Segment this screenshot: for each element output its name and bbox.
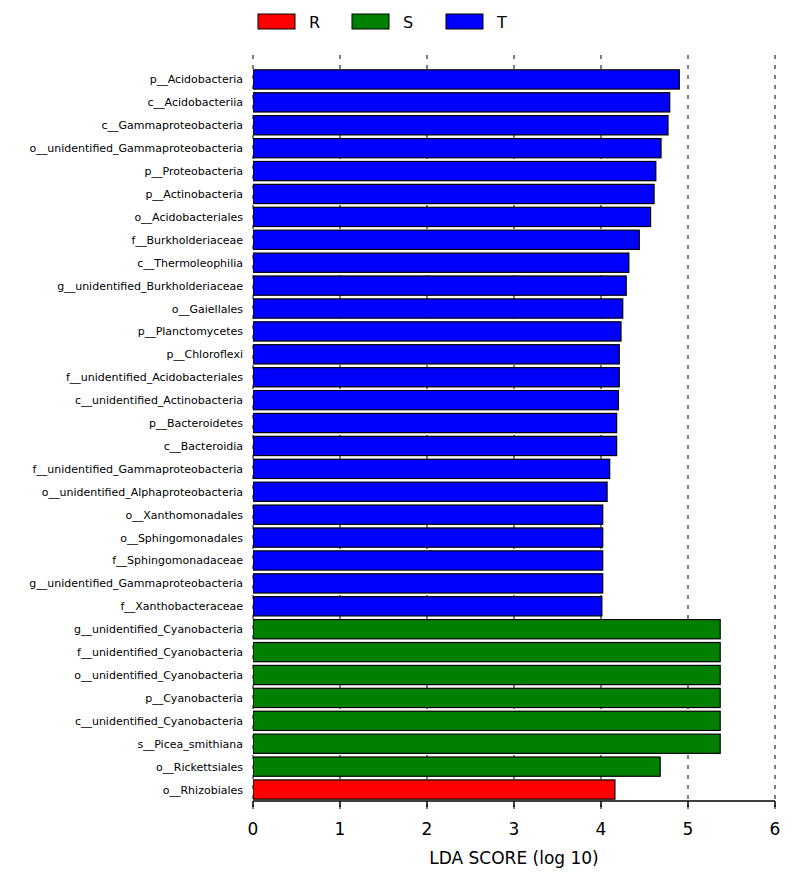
category-label: o__Sphingomonadales <box>120 532 243 545</box>
axis-title: LDA SCORE (log 10) <box>429 848 599 868</box>
legend-label: T <box>496 13 507 32</box>
bar <box>253 70 679 89</box>
category-label: c__Bacteroidia <box>164 440 243 453</box>
bar <box>253 482 607 501</box>
category-label: o__unidentified_Cyanobacteria <box>74 669 243 682</box>
category-label: f__Sphingomonadaceae <box>112 554 243 567</box>
category-label: f__Xanthobacteraceae <box>120 600 243 613</box>
tick <box>426 801 428 807</box>
category-label: c__unidentified_Actinobacteria <box>75 394 243 407</box>
bar <box>253 642 720 661</box>
category-label: g__unidentified_Cyanobacteria <box>74 623 243 636</box>
category-label: s__Picea_smithiana <box>137 738 243 751</box>
bar <box>253 345 619 364</box>
bar <box>253 161 656 180</box>
bar <box>253 230 639 249</box>
bar <box>253 139 661 158</box>
bar <box>253 436 617 455</box>
category-label: o__Acidobacteriales <box>134 211 243 224</box>
bar <box>253 276 626 295</box>
bar <box>253 780 615 799</box>
tick-label: 1 <box>335 819 346 839</box>
bar <box>253 620 720 639</box>
bar <box>253 391 618 410</box>
tick <box>600 801 602 807</box>
chart: p__Acidobacteria c__Acidobacteriia c__Gamm… <box>0 0 812 875</box>
bar <box>253 116 668 135</box>
category-label: p__Chloroflexi <box>166 348 243 361</box>
category-label: c__unidentified_Cyanobacteria <box>75 715 243 728</box>
tick <box>339 801 341 807</box>
category-label: p__Actinobacteria <box>145 188 243 201</box>
category-label: p__Acidobacteria <box>150 73 243 86</box>
bar <box>253 505 603 524</box>
bar <box>253 299 623 318</box>
tick-label: 2 <box>422 819 433 839</box>
tick-label: 6 <box>770 819 781 839</box>
bar <box>253 413 617 432</box>
category-label: p__Cyanobacteria <box>145 692 243 705</box>
bar <box>253 207 651 226</box>
legend-label: S <box>403 13 413 32</box>
category-label: o__Gaiellales <box>172 303 243 316</box>
tick <box>513 801 515 807</box>
bar <box>253 574 603 593</box>
category-label: o__Xanthomonadales <box>126 509 244 522</box>
bar <box>253 711 720 730</box>
category-label: o__unidentified_Gammaproteobacteria <box>30 142 243 155</box>
bar <box>253 253 629 272</box>
tick <box>774 801 776 807</box>
category-label: f__unidentified_Acidobacteriales <box>66 371 243 384</box>
bar <box>253 368 619 387</box>
category-label: f__unidentified_Gammaproteobacteria <box>32 463 243 476</box>
category-label: c__Thermoleophilia <box>137 257 243 270</box>
tick <box>252 801 254 807</box>
bar <box>253 322 621 341</box>
category-label: o__Rickettsiales <box>156 761 243 774</box>
bar <box>253 734 720 753</box>
legend-label: R <box>309 13 320 32</box>
category-label: c__Acidobacteriia <box>148 96 243 109</box>
legend-swatch <box>446 14 483 29</box>
bar <box>253 459 610 478</box>
category-label: g__unidentified_Gammaproteobacteria <box>29 577 243 590</box>
tick <box>687 801 689 807</box>
category-label: c__Gammaproteobacteria <box>102 119 243 132</box>
category-label: p__Proteobacteria <box>145 165 243 178</box>
bar <box>253 688 720 707</box>
bar <box>253 93 670 112</box>
bar <box>253 757 660 776</box>
tick-label: 3 <box>509 819 520 839</box>
bar <box>253 528 603 547</box>
legend-swatch <box>352 14 389 29</box>
category-label: f__Burkholderiaceae <box>132 234 244 247</box>
legend-swatch <box>258 14 295 29</box>
bar <box>253 551 603 570</box>
bar <box>253 184 654 203</box>
category-label: o__Rhizobiales <box>163 784 244 797</box>
bar <box>253 665 720 684</box>
bar <box>253 597 602 616</box>
grid-line <box>775 55 776 813</box>
category-label: p__Bacteroidetes <box>149 417 243 430</box>
tick-label: 5 <box>683 819 694 839</box>
category-label: o__unidentified_Alphaproteobacteria <box>42 486 243 499</box>
tick-label: 4 <box>596 819 607 839</box>
category-label: f__unidentified_Cyanobacteria <box>77 646 243 659</box>
bars <box>253 70 720 799</box>
tick-label: 0 <box>248 819 259 839</box>
category-label: g__unidentified_Burkholderiaceae <box>57 280 243 293</box>
category-label: p__Planctomycetes <box>138 325 244 338</box>
